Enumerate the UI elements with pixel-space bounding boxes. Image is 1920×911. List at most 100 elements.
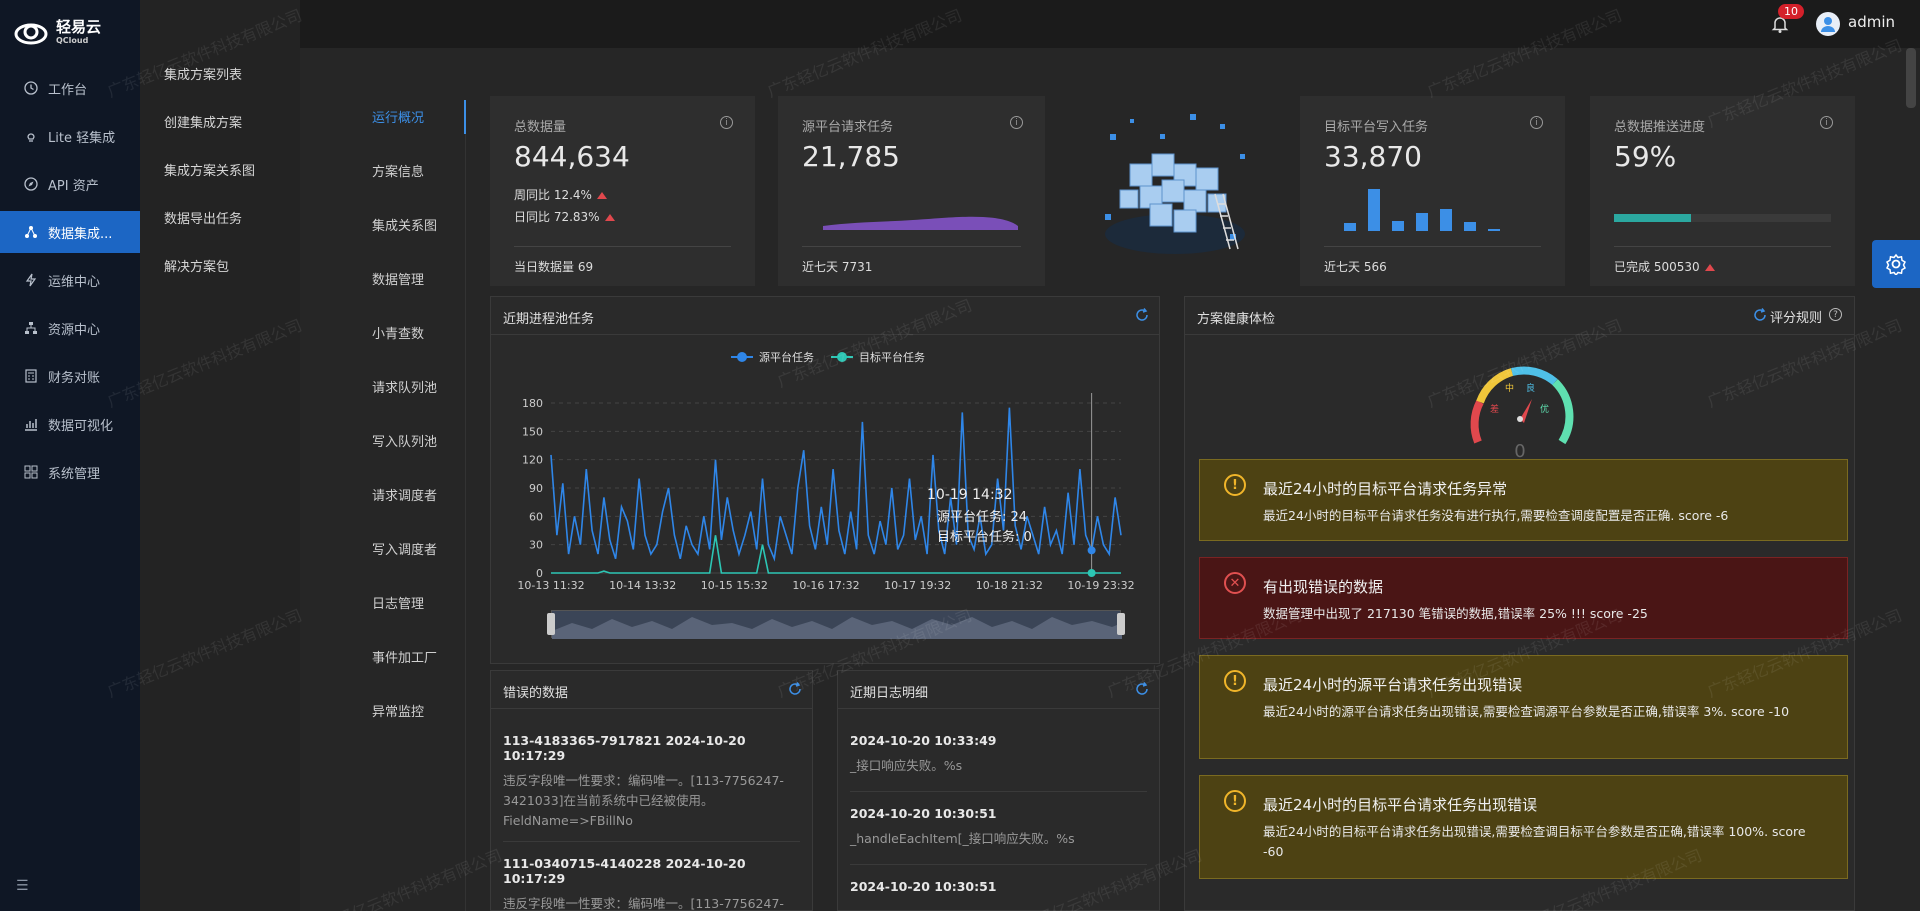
- page-tab-1[interactable]: 方案信息: [372, 165, 425, 180]
- error-item[interactable]: 111-0340715-4140228 2024-10-20 10:17:29 …: [503, 856, 800, 910]
- nav-item-7[interactable]: 数据可视化: [0, 403, 140, 445]
- alert-target-request-error[interactable]: ! 最近24小时的目标平台请求任务出现错误 最近24小时的目标平台请求任务出现错…: [1199, 775, 1848, 879]
- error-item-title: 113-4183365-7917821 2024-10-20 10:17:29: [503, 733, 746, 763]
- menu-item-plan-list[interactable]: 集成方案列表: [164, 68, 243, 83]
- log-item[interactable]: 2024-10-20 10:33:49 _接口响应失败。%s: [850, 733, 1147, 776]
- page-tab-3[interactable]: 数据管理: [372, 273, 425, 288]
- page-tab-2[interactable]: 集成关系图: [372, 219, 438, 234]
- nav-item-label: 财务对账: [48, 370, 101, 386]
- nav-item-0[interactable]: 工作台: [0, 67, 140, 109]
- health-panel-header: 方案健康体检 评分规则 ?: [1185, 297, 1854, 335]
- nav-item-label: 工作台: [48, 82, 88, 98]
- alert-title: 最近24小时的目标平台请求任务异常: [1263, 480, 1508, 498]
- error-item[interactable]: 113-4183365-7917821 2024-10-20 10:17:29 …: [503, 733, 800, 831]
- divider: [802, 246, 1021, 247]
- logo-icon: [14, 23, 48, 45]
- logs-panel-header: 近期日志明细: [838, 671, 1159, 709]
- refresh-icon[interactable]: [1135, 308, 1149, 322]
- settings-button[interactable]: [1872, 240, 1920, 288]
- collapse-menu-icon[interactable]: ☰: [16, 878, 29, 894]
- main-nav: 轻易云 QCloud 工作台 Lite 轻集成 API 资产数据集成... 运维中心资源…: [0, 0, 140, 911]
- divider: [850, 864, 1147, 865]
- page-tab-7[interactable]: 请求调度者: [372, 489, 438, 504]
- tooltip-point-source: [1087, 546, 1096, 555]
- pool-panel-title: 近期进程池任务: [503, 312, 595, 327]
- up-arrow-icon: [596, 192, 607, 199]
- divider: [514, 246, 731, 247]
- nav-item-3[interactable]: 数据集成...: [0, 211, 140, 253]
- x-tick-label: 10-17 19:32: [884, 579, 951, 592]
- score-rule-link[interactable]: 评分规则: [1769, 311, 1822, 326]
- legend-marker-0: [737, 352, 747, 362]
- stat-progress-card: 总数据推送进度 i 59% 已完成 500530: [1590, 96, 1855, 286]
- stat-total-value: 844,634: [514, 140, 630, 173]
- page-tab-9[interactable]: 日志管理: [372, 597, 425, 612]
- page-scrollbar[interactable]: [1906, 48, 1916, 108]
- zoom-handle-left[interactable]: [547, 613, 555, 635]
- logs-panel-title: 近期日志明细: [850, 686, 929, 701]
- info-icon[interactable]: i: [720, 116, 733, 129]
- info-icon[interactable]: i: [1010, 116, 1023, 129]
- refresh-icon[interactable]: [788, 682, 802, 696]
- share-icon: [25, 226, 37, 238]
- refresh-icon[interactable]: [1135, 682, 1149, 696]
- source-area-sparkline: [823, 216, 1018, 230]
- help-icon[interactable]: ?: [1829, 308, 1842, 321]
- nav-item-label: API 资产: [48, 178, 99, 194]
- stat-source-value: 21,785: [802, 140, 900, 173]
- zoom-handle-right[interactable]: [1117, 613, 1125, 635]
- menu-item-solution-pack[interactable]: 解决方案包: [164, 260, 230, 275]
- tooltip-source: 源平台任务: 24: [937, 509, 1027, 525]
- divider: [1324, 246, 1541, 247]
- nav-item-1[interactable]: Lite 轻集成: [0, 115, 140, 157]
- page-tab-5[interactable]: 请求队列池: [372, 381, 438, 396]
- log-item-title: 2024-10-20 10:30:51: [850, 879, 997, 894]
- alert-desc: 最近24小时的目标平台请求任务出现错误,需要检查调目标平台参数是否正确,错误率 …: [1263, 824, 1806, 859]
- page-tab-6[interactable]: 写入队列池: [372, 435, 438, 450]
- menu-item-plan-relations[interactable]: 集成方案关系图: [164, 164, 256, 179]
- nav-item-2[interactable]: API 资产: [0, 163, 140, 205]
- refresh-icon[interactable]: [1753, 308, 1767, 322]
- top-bar: 10 admin: [300, 0, 1920, 48]
- avatar[interactable]: [1816, 12, 1840, 36]
- page-tab-4[interactable]: 小青查数: [372, 327, 425, 342]
- nav-item-4[interactable]: 运维中心: [0, 259, 140, 301]
- page-tab-11[interactable]: 异常监控: [372, 705, 425, 720]
- health-score: 0: [1514, 441, 1525, 462]
- nav-item-6[interactable]: 财务对账: [0, 355, 140, 397]
- progress-fill: [1614, 214, 1691, 222]
- warning-icon: !: [1224, 670, 1246, 692]
- alert-title: 最近24小时的源平台请求任务出现错误: [1263, 676, 1523, 694]
- menu-item-export-task[interactable]: 数据导出任务: [164, 212, 243, 227]
- calculator-icon: [25, 369, 37, 383]
- page-tab-10[interactable]: 事件加工厂: [372, 651, 438, 666]
- tree-icon: [25, 322, 37, 334]
- menu-item-create-plan[interactable]: 创建集成方案: [164, 116, 243, 131]
- nav-item-8[interactable]: 系统管理: [0, 451, 140, 493]
- legend-marker-1: [837, 352, 847, 362]
- log-item[interactable]: 2024-10-20 10:30:51 _handleEachItem[_接口响…: [850, 806, 1147, 849]
- info-icon[interactable]: i: [1530, 116, 1543, 129]
- chart-icon: [25, 419, 37, 431]
- nav-item-5[interactable]: 资源中心: [0, 307, 140, 349]
- log-item[interactable]: 2024-10-20 10:30:51: [850, 879, 1147, 894]
- pool-line-chart[interactable]: 源平台任务 目标平台任务 0 30 60 90 120 150 180 10-13 11:32 10…: [491, 335, 1159, 625]
- alert-source-request-error[interactable]: ! 最近24小时的源平台请求任务出现错误 最近24小时的源平台请求任务出现错误,…: [1199, 655, 1848, 759]
- compass-icon: [24, 177, 38, 191]
- notification-badge: 10: [1778, 4, 1804, 19]
- page-tab-8[interactable]: 写入调度者: [372, 543, 438, 558]
- data-cubes-illustration: [1105, 114, 1245, 254]
- username[interactable]: admin: [1848, 13, 1895, 31]
- info-icon[interactable]: i: [1820, 116, 1833, 129]
- logo[interactable]: 轻易云 QCloud: [14, 14, 134, 54]
- x-tick-label: 10-15 15:32: [701, 579, 768, 592]
- stat-progress-foot: 已完成 500530: [1614, 258, 1715, 275]
- page-tab-0[interactable]: 运行概况: [372, 111, 425, 126]
- alert-error-data[interactable]: ✕ 有出现错误的数据 数据管理中出现了 217130 笔错误的数据,错误率 25…: [1199, 557, 1848, 639]
- log-item-title: 2024-10-20 10:30:51: [850, 806, 997, 821]
- divider: [1614, 246, 1831, 247]
- chart-zoom-slider[interactable]: [551, 610, 1122, 639]
- nav-item-label: 数据可视化: [48, 418, 114, 434]
- alert-target-request-abnormal[interactable]: ! 最近24小时的目标平台请求任务异常 最近24小时的目标平台请求任务没有进行执…: [1199, 459, 1848, 541]
- alert-title: 有出现错误的数据: [1263, 578, 1384, 596]
